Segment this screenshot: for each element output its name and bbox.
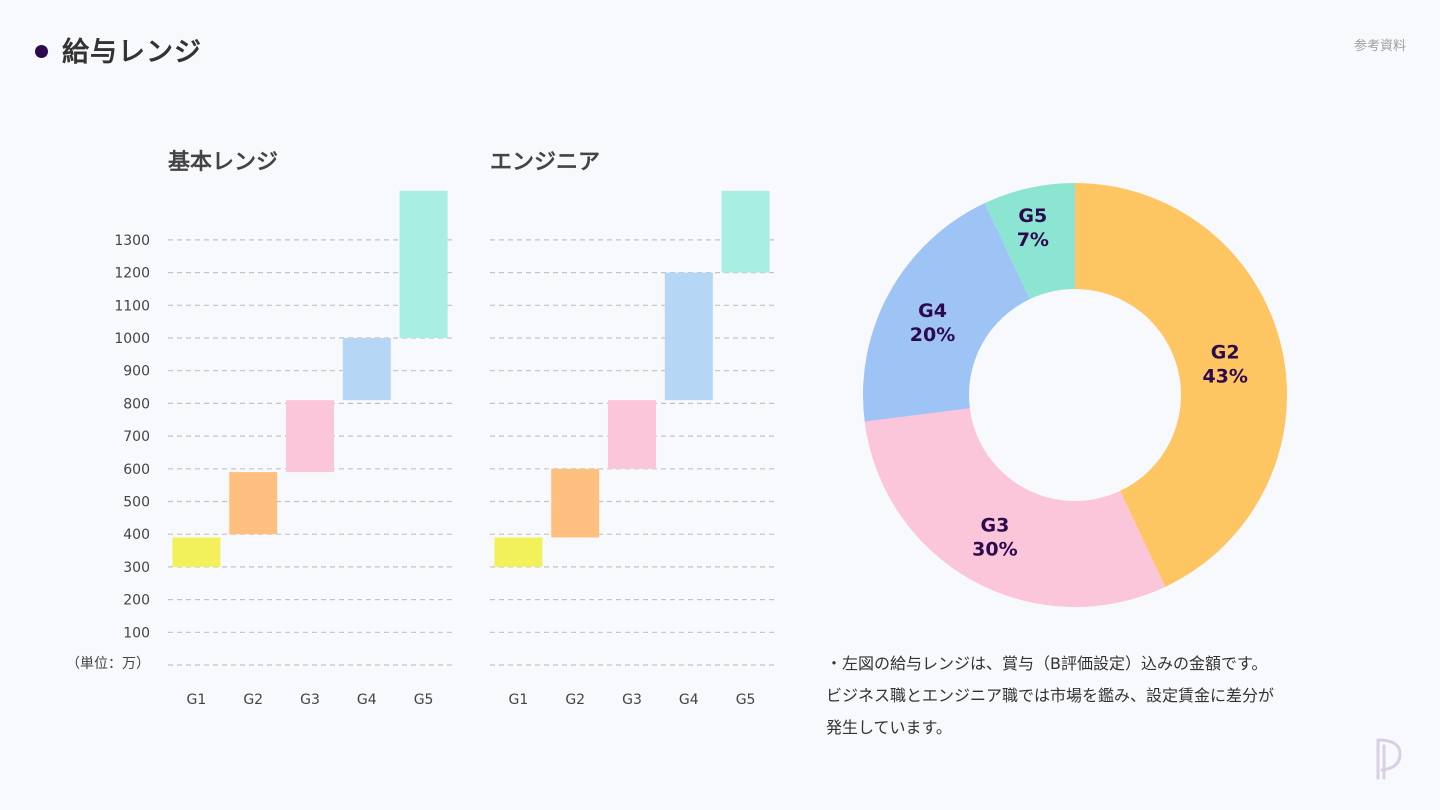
x-tick-label: G4 bbox=[679, 692, 699, 708]
x-tick-label: G2 bbox=[565, 692, 585, 708]
y-tick-label: 500 bbox=[123, 495, 150, 511]
y-tick-label: 1300 bbox=[114, 233, 150, 249]
basic-range-chart-title: 基本レンジ bbox=[168, 150, 279, 175]
y-tick-label: 1100 bbox=[114, 298, 150, 314]
x-tick-label: G4 bbox=[357, 692, 377, 708]
range-bar-g1 bbox=[172, 537, 221, 567]
range-bar-g2 bbox=[551, 468, 600, 538]
x-tick-label: G1 bbox=[187, 692, 207, 708]
x-tick-label: G1 bbox=[509, 692, 529, 708]
donut-slice-g5 bbox=[984, 183, 1075, 300]
donut-slice-g3 bbox=[864, 408, 1166, 608]
donut-slice-g4 bbox=[863, 203, 1030, 422]
x-tick-label: G5 bbox=[736, 692, 756, 708]
slice-label: G4 bbox=[918, 300, 947, 322]
y-tick-label: 800 bbox=[123, 396, 150, 412]
y-tick-label: 300 bbox=[123, 560, 150, 576]
note-line-2: ビジネス職とエンジニア職では市場を鑑み、設定賃金に差分が bbox=[826, 686, 1275, 705]
y-tick-label: 400 bbox=[123, 527, 150, 543]
x-tick-label: G5 bbox=[414, 692, 434, 708]
chart-note: ・左図の給与レンジは、賞与（B評価設定）込みの金額です。 ビジネス職とエンジニア… bbox=[826, 648, 1386, 744]
slice-percent-label: 20% bbox=[910, 324, 955, 346]
range-bar-g2 bbox=[229, 472, 278, 535]
brand-logo-icon bbox=[1376, 738, 1402, 780]
engineer-chart-title: エンジニア bbox=[490, 150, 601, 175]
page-title: 給与レンジ bbox=[62, 37, 202, 68]
range-bar-g4 bbox=[664, 272, 713, 401]
slice-label: G2 bbox=[1211, 342, 1240, 364]
basic-range-chart: 100 200 300 400 500 600 700 800 900 1000 1100 1200 1… bbox=[66, 190, 452, 708]
y-tick-label: 600 bbox=[123, 462, 150, 478]
x-tick-label: G3 bbox=[622, 692, 642, 708]
slice-percent-label: 43% bbox=[1202, 366, 1247, 388]
slice-percent-label: 30% bbox=[972, 538, 1017, 560]
reference-label: 参考資料 bbox=[1353, 39, 1406, 54]
range-bar-g5 bbox=[399, 190, 448, 338]
range-bar-g4 bbox=[342, 338, 391, 401]
x-tick-label: G2 bbox=[243, 692, 263, 708]
unit-label: （単位：万） bbox=[66, 656, 150, 672]
x-tick-label: G3 bbox=[300, 692, 320, 708]
slice-percent-label: 7% bbox=[1017, 229, 1049, 251]
range-bar-g5 bbox=[721, 190, 770, 273]
range-bar-g3 bbox=[286, 400, 334, 473]
y-tick-label: 900 bbox=[123, 364, 150, 380]
range-bar-g1 bbox=[494, 537, 543, 567]
y-tick-label: 100 bbox=[123, 625, 150, 641]
y-tick-label: 1000 bbox=[114, 331, 150, 347]
y-tick-label: 1200 bbox=[114, 266, 150, 282]
engineer-range-chart: G1 G2 G3 G4 G5 bbox=[490, 190, 774, 708]
range-bar-g3 bbox=[608, 400, 656, 469]
slice-label: G3 bbox=[980, 514, 1009, 536]
title-bullet-icon bbox=[35, 45, 48, 58]
note-line-3: 発生しています。 bbox=[826, 718, 952, 737]
note-line-1: ・左図の給与レンジは、賞与（B評価設定）込みの金額です。 bbox=[826, 654, 1268, 673]
y-tick-label: 700 bbox=[123, 429, 150, 445]
donut-slice-g2 bbox=[1075, 183, 1288, 587]
slice-label: G5 bbox=[1018, 205, 1047, 227]
y-tick-label: 200 bbox=[123, 593, 150, 609]
